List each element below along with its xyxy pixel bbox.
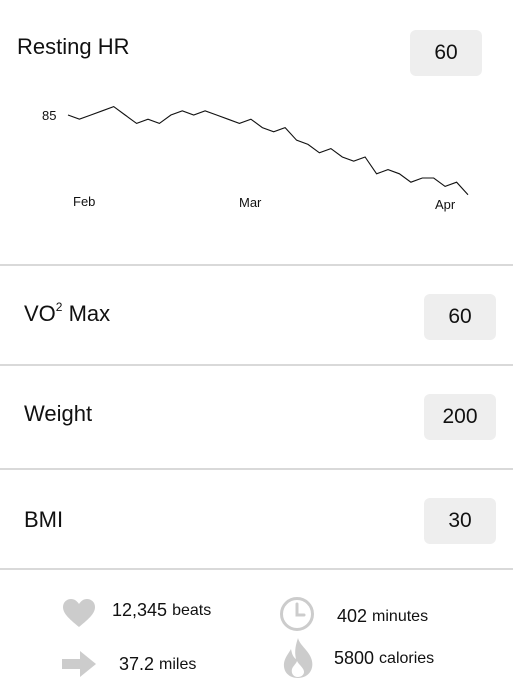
beats-value: 12,345	[112, 600, 168, 620]
divider	[0, 568, 513, 570]
divider	[0, 468, 513, 470]
calories-value: 5800	[334, 648, 375, 668]
divider	[0, 264, 513, 266]
resting-hr-line	[67, 105, 469, 196]
arrow-right-icon	[62, 651, 96, 677]
weight-value-badge[interactable]: 200	[424, 394, 496, 440]
x-tick-label-mar: Mar	[239, 195, 262, 210]
minutes-value: 402	[337, 606, 368, 626]
divider	[0, 364, 513, 366]
bmi-value-badge[interactable]: 30	[424, 498, 496, 544]
miles-value: 37.2	[119, 654, 155, 674]
resting-hr-chart: 85 Feb Mar Apr	[42, 105, 469, 212]
stat-beats: 12,345 beats	[112, 600, 211, 621]
bmi-label: BMI	[24, 507, 64, 532]
x-tick-label-feb: Feb	[73, 194, 95, 209]
resting-hr-value-badge[interactable]: 60	[410, 30, 482, 76]
beats-unit: beats	[172, 601, 212, 619]
clock-icon	[280, 597, 314, 631]
minutes-unit: minutes	[372, 607, 429, 625]
stat-miles: 37.2 miles	[119, 654, 196, 675]
x-tick-label-apr: Apr	[435, 197, 456, 212]
heart-icon	[63, 599, 95, 627]
stat-calories: 5800 calories	[334, 648, 434, 669]
weight-label: Weight	[24, 401, 93, 426]
miles-unit: miles	[159, 655, 197, 673]
y-tick-label: 85	[42, 108, 56, 123]
calories-unit: calories	[379, 649, 435, 667]
flame-icon	[283, 638, 313, 678]
resting-hr-title: Resting HR	[17, 34, 130, 59]
vo2-max-label: VO2 Max	[24, 299, 111, 326]
stat-minutes: 402 minutes	[337, 606, 428, 627]
vo2-max-value-badge[interactable]: 60	[424, 294, 496, 340]
